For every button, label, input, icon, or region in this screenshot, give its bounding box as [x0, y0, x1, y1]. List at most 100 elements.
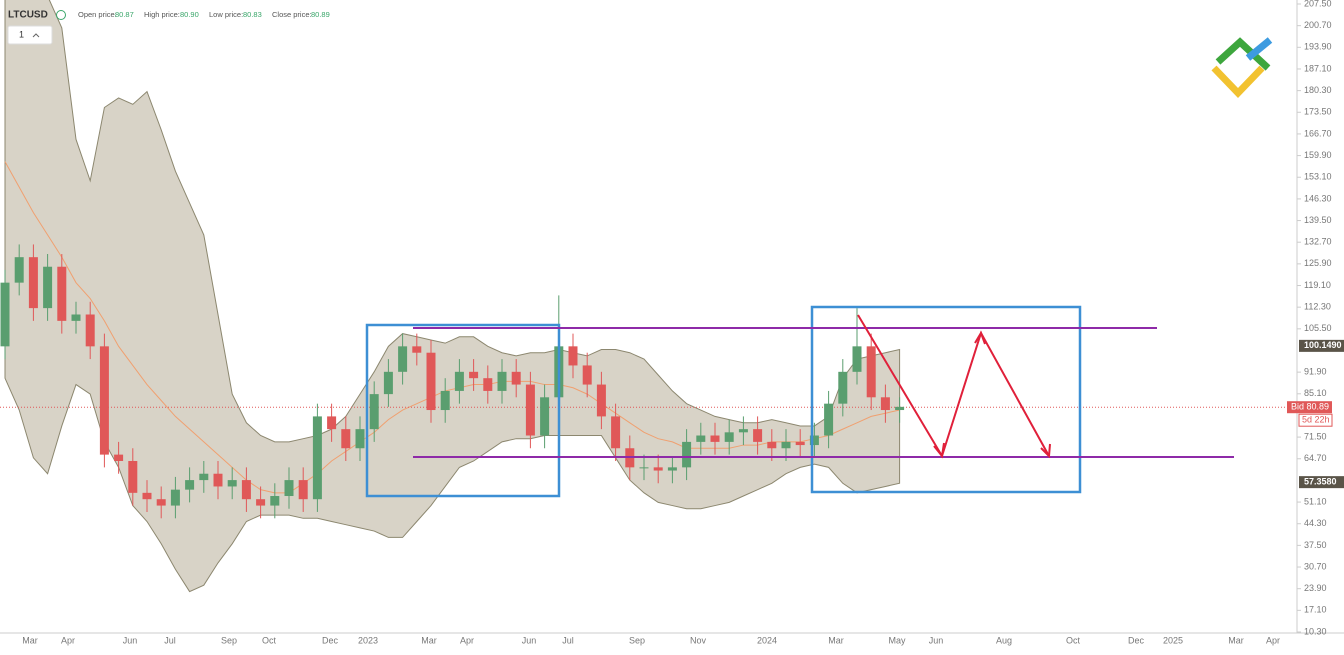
y-tick-label: 37.50: [1304, 540, 1327, 550]
forecast-arrow: [857, 314, 1050, 459]
candle-body: [14, 257, 24, 283]
close-value: 80.89: [311, 10, 330, 19]
candle-body: [838, 371, 848, 404]
logo: [1211, 37, 1273, 99]
candle-body: [327, 416, 337, 430]
y-tick-label: 139.50: [1304, 215, 1332, 225]
candle-body: [114, 454, 124, 461]
candle-body: [426, 352, 436, 411]
candle-body: [809, 435, 819, 446]
candle-body: [398, 346, 408, 372]
x-tick-label: 2023: [358, 635, 378, 645]
candle-body: [852, 346, 862, 372]
candle-body: [142, 492, 152, 500]
band-middle: [4, 161, 900, 494]
y-tick-label: 146.30: [1304, 193, 1332, 203]
candle-body: [781, 441, 791, 449]
arrow-head: [974, 330, 986, 345]
range-box: [365, 323, 561, 498]
candle-body: [0, 282, 10, 347]
candle-body: [710, 435, 720, 442]
symbol: LTCUSD: [8, 10, 48, 21]
y-tick-label: 17.10: [1304, 605, 1327, 615]
logo-part: [1211, 65, 1265, 99]
x-tick-label: Oct: [262, 635, 277, 645]
candle-body: [866, 346, 876, 398]
candle-body: [469, 371, 479, 379]
x-tick-label: Sep: [629, 635, 645, 645]
candle-body: [682, 441, 692, 468]
countdown: 5d 22h: [1302, 415, 1330, 425]
candle-body: [199, 473, 209, 481]
open-label: Open price:: [78, 10, 117, 19]
candle-body: [341, 429, 351, 449]
countdown-box: [1298, 413, 1333, 427]
range-box: [810, 305, 1082, 494]
price-label-box: [1299, 476, 1344, 489]
candle-body: [85, 314, 95, 347]
x-tick-label: Sep: [221, 635, 237, 645]
x-tick-label: Mar: [421, 635, 437, 645]
candle-body: [440, 390, 450, 411]
y-tick-label: 51.10: [1304, 496, 1327, 506]
x-tick-label: Nov: [690, 635, 707, 645]
candle-body: [241, 480, 251, 500]
x-tick-label: Apr: [1266, 635, 1280, 645]
y-tick-label: 180.30: [1304, 85, 1332, 95]
x-tick-label: 2025: [1163, 635, 1183, 645]
x-tick-label: Jun: [123, 635, 138, 645]
price-label: 100.1490: [1304, 340, 1342, 350]
candle-body: [170, 489, 180, 506]
candle-body: [639, 467, 649, 469]
open-value: 80.87: [115, 10, 134, 19]
bid-box: [1287, 401, 1332, 414]
low-value: 80.83: [243, 10, 262, 19]
x-tick-label: Mar: [22, 635, 38, 645]
interval-select[interactable]: [7, 25, 53, 45]
x-tick-label: Jun: [522, 635, 537, 645]
candle-body: [611, 416, 621, 449]
y-tick-label: 85.10: [1304, 388, 1327, 398]
close-label: Close price:: [272, 10, 312, 19]
low-label: Low price:: [209, 10, 243, 19]
candle-body: [582, 365, 592, 385]
price-label-box: [1299, 339, 1344, 352]
y-tick-label: 132.70: [1304, 237, 1332, 247]
candle-body: [412, 346, 422, 353]
candle-body: [71, 314, 81, 321]
annotations: [365, 305, 1234, 498]
logo-part: [1245, 37, 1273, 61]
y-tick-label: 44.30: [1304, 518, 1327, 528]
candle-body: [284, 480, 294, 497]
x-tick-label: Mar: [1228, 635, 1244, 645]
chevron: [32, 33, 40, 38]
x-tick-label: Aug: [996, 635, 1012, 645]
y-tick-label: 30.70: [1304, 561, 1327, 571]
candle-body: [880, 397, 890, 411]
y-tick-label: 91.90: [1304, 367, 1327, 377]
arrow-head: [1040, 443, 1051, 459]
candle-body: [99, 346, 109, 455]
candle-body: [156, 499, 166, 506]
x-tick-label: 2024: [757, 635, 777, 645]
candle-body: [895, 406, 905, 411]
arrow-head: [933, 442, 945, 459]
candle-body: [43, 266, 53, 309]
candle-body: [540, 397, 550, 436]
candle-body: [596, 384, 606, 417]
candle-body: [753, 429, 763, 442]
y-tick-label: 193.90: [1304, 42, 1332, 52]
clock-icon: [56, 10, 66, 20]
x-tick-label: Dec: [322, 635, 339, 645]
x-tick-label: Jun: [929, 635, 944, 645]
candle-body: [185, 480, 195, 490]
candle-body: [355, 429, 365, 449]
candle-body: [312, 416, 322, 500]
y-tick-label: 200.70: [1304, 20, 1332, 30]
candle-body: [28, 257, 38, 309]
y-tick-label: 119.10: [1304, 280, 1331, 290]
y-tick-label: 71.50: [1304, 431, 1327, 441]
x-tick-label: May: [888, 635, 906, 645]
candle-body: [525, 384, 535, 436]
